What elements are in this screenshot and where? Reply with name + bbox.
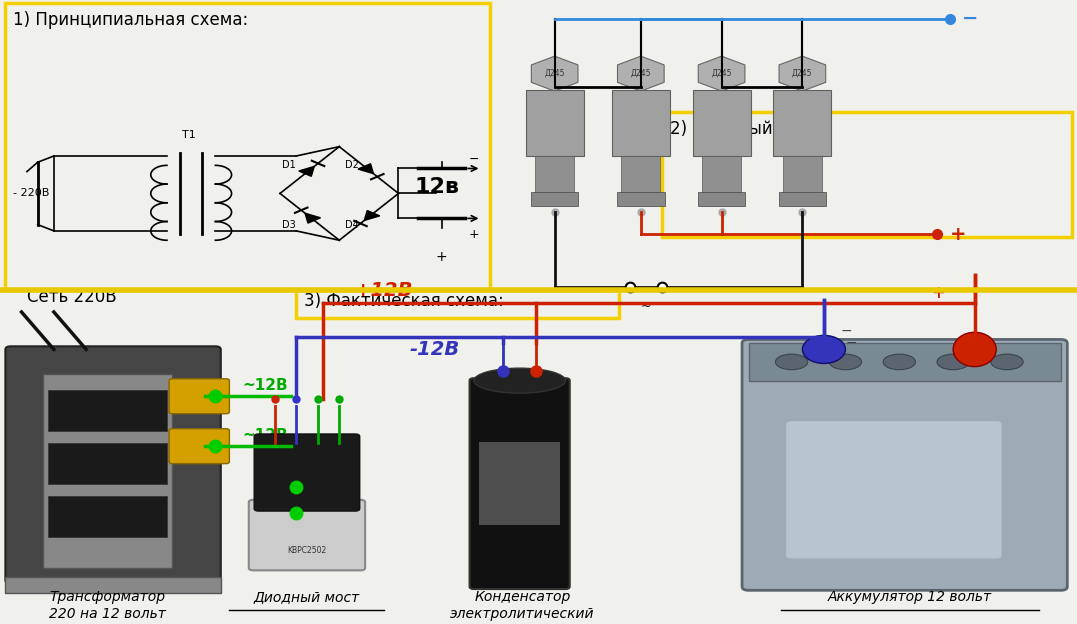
- Bar: [48, 390, 167, 431]
- Ellipse shape: [937, 354, 969, 369]
- Bar: [296, 290, 619, 318]
- Bar: [48, 496, 167, 537]
- FancyBboxPatch shape: [169, 379, 229, 414]
- Bar: [783, 156, 822, 193]
- Bar: [612, 90, 670, 156]
- Text: ~12В: ~12В: [242, 428, 288, 443]
- Text: Аккумулятор 12 вольт: Аккумулятор 12 вольт: [828, 590, 992, 603]
- Text: D4: D4: [345, 220, 359, 230]
- Text: Сеть 220В: Сеть 220В: [27, 288, 116, 306]
- Bar: [5, 3, 490, 290]
- Text: электролитический: электролитический: [450, 607, 595, 621]
- Polygon shape: [779, 56, 826, 91]
- Text: - 220В: - 220В: [13, 188, 50, 198]
- Polygon shape: [298, 167, 314, 177]
- Text: 2) Диодный мост:: 2) Диодный мост:: [670, 120, 825, 138]
- FancyBboxPatch shape: [254, 434, 360, 511]
- Text: ~: ~: [641, 300, 652, 313]
- FancyBboxPatch shape: [5, 346, 221, 583]
- Bar: [479, 442, 560, 525]
- FancyBboxPatch shape: [470, 378, 570, 589]
- Text: +: +: [950, 225, 966, 243]
- Polygon shape: [698, 56, 745, 91]
- Text: KBPC2502: KBPC2502: [288, 547, 326, 555]
- FancyBboxPatch shape: [249, 500, 365, 570]
- Ellipse shape: [829, 354, 862, 369]
- Text: −: −: [962, 9, 978, 28]
- Bar: [773, 90, 831, 156]
- Text: −: −: [840, 324, 852, 338]
- Bar: [48, 443, 167, 484]
- Ellipse shape: [883, 354, 915, 369]
- Text: 220 на 12 вольт: 220 на 12 вольт: [50, 607, 166, 621]
- Text: 3) Фактическая схема:: 3) Фактическая схема:: [304, 292, 503, 310]
- Ellipse shape: [991, 354, 1023, 369]
- Bar: [621, 156, 660, 193]
- Ellipse shape: [775, 354, 808, 369]
- Text: 1) Принципиальная схема:: 1) Принципиальная схема:: [13, 11, 248, 29]
- Text: +12В: +12В: [355, 281, 414, 300]
- Polygon shape: [364, 210, 380, 220]
- Text: −: −: [468, 153, 479, 165]
- Polygon shape: [358, 163, 374, 173]
- Bar: [526, 90, 584, 156]
- Bar: [5, 577, 221, 593]
- Bar: [693, 90, 751, 156]
- Text: −: −: [845, 336, 857, 350]
- Bar: [531, 192, 578, 206]
- FancyBboxPatch shape: [786, 421, 1002, 558]
- Text: Д245: Д245: [711, 69, 732, 78]
- Text: Конденсатор: Конденсатор: [474, 590, 571, 603]
- Bar: [702, 156, 741, 193]
- Polygon shape: [531, 56, 578, 91]
- Ellipse shape: [474, 368, 565, 393]
- Bar: [779, 192, 826, 206]
- Ellipse shape: [953, 332, 996, 367]
- Bar: [749, 343, 1061, 381]
- Text: 12в: 12в: [415, 177, 460, 197]
- Text: -12В: -12В: [409, 340, 460, 359]
- Text: D3: D3: [282, 220, 296, 230]
- Bar: [43, 374, 172, 568]
- Bar: [662, 112, 1072, 237]
- Text: Диодный мост: Диодный мост: [254, 590, 360, 603]
- Text: +: +: [932, 285, 946, 302]
- Text: D2: D2: [345, 160, 359, 170]
- Polygon shape: [305, 213, 321, 223]
- Text: +: +: [468, 228, 479, 240]
- Text: Д245: Д245: [630, 69, 652, 78]
- Text: ~12В: ~12В: [242, 378, 288, 393]
- Text: +: +: [436, 250, 447, 263]
- Ellipse shape: [802, 336, 845, 363]
- Text: T1: T1: [182, 130, 195, 140]
- Text: D1: D1: [282, 160, 296, 170]
- Text: Д245: Д245: [544, 69, 565, 78]
- Polygon shape: [617, 56, 665, 91]
- FancyBboxPatch shape: [169, 429, 229, 464]
- FancyBboxPatch shape: [742, 339, 1067, 590]
- Text: Трансформатор: Трансформатор: [50, 590, 166, 603]
- Bar: [535, 156, 574, 193]
- Text: Д245: Д245: [792, 69, 813, 78]
- Bar: [698, 192, 745, 206]
- Bar: [617, 192, 665, 206]
